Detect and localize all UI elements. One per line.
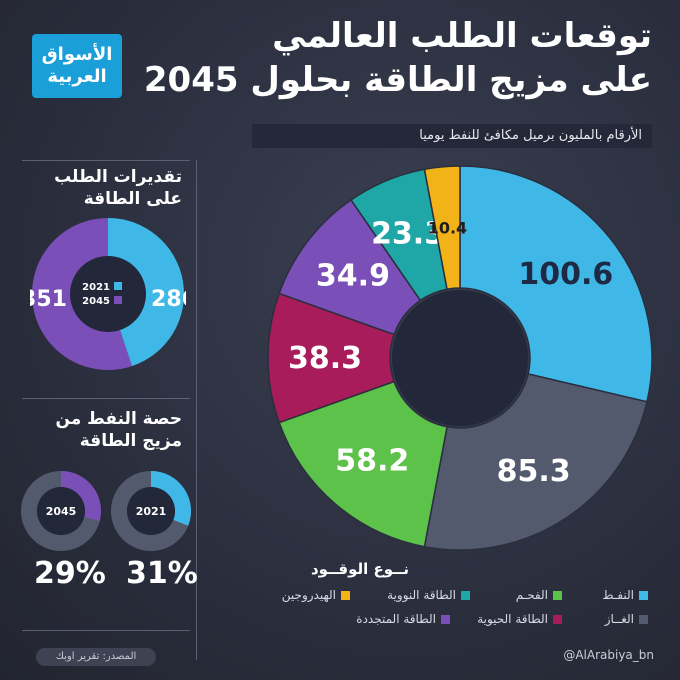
demand-value-2021: 286 (151, 287, 186, 312)
slice-6 (423, 165, 461, 291)
oil-share-2021-value: 31% (126, 556, 198, 591)
legend-swatch (553, 614, 562, 624)
units-note: الأرقام بالمليون برميل مكافئ للنفط يوميا (252, 124, 652, 148)
legend-swatch (639, 614, 648, 624)
legend: النفـط الفحـم الطاقة النووية الهيدروجين … (220, 588, 660, 632)
legend-swatch (553, 590, 562, 600)
legend-item-bioenergy: الطاقة الحيوية (477, 612, 562, 626)
legend-item-gas: الغــاز (605, 612, 648, 626)
legend-swatch (461, 590, 470, 600)
divider-top (22, 160, 190, 161)
slice-label-3: 38.3 (288, 341, 362, 376)
oil-share-hole (37, 487, 85, 535)
oil-share-year-label: 2021 (136, 505, 167, 518)
legend-label: الطاقة المتجددة (356, 612, 436, 626)
legend-swatch (441, 614, 450, 624)
oil-share-2045-value: 29% (34, 556, 106, 591)
main-title: توقعات الطلب العالمي على مزيج الطاقة بحل… (132, 14, 652, 102)
slice-2 (278, 380, 448, 548)
legend-label: الفحـم (515, 588, 548, 602)
social-handle: @AlArabiya_bn (563, 648, 654, 662)
legend-item-renewables: الطاقة المتجددة (356, 612, 450, 626)
legend-item-hydrogen: الهيدروجين (282, 588, 350, 602)
slice-label-1: 85.3 (497, 454, 571, 489)
legend-item-coal: الفحـم (516, 588, 562, 602)
legend-label: الطاقة الحيوية (477, 612, 548, 626)
slice-label-6: 10.4 (428, 219, 467, 238)
divider-middle (22, 398, 190, 399)
slice-label-4: 34.9 (316, 259, 390, 294)
legend-item-nuclear: الطاقة النووية (387, 588, 470, 602)
legend-label: الهيدروجين (281, 588, 336, 602)
oil-share-2021-donut: 2021 (111, 471, 191, 551)
divider-bottom (22, 630, 190, 631)
alarabiya-business-logo: الأسواق العربية (32, 34, 122, 98)
legend-label: الغــاز (604, 612, 634, 626)
slice-label-5: 23.3 (371, 216, 445, 251)
fuel-mix-donut-chart: 100.6 85.3 58.2 38.3 34.9 23.310.4 (267, 165, 653, 551)
demand-legend-year-1: 2045 (82, 296, 110, 307)
demand-legend-swatch-0 (114, 282, 122, 290)
title-line-2: على مزيج الطاقة بحلول 2045 (143, 60, 652, 100)
energy-demand-donut-chart: 286 351 2021 2045 (30, 218, 186, 370)
demand-donut-hole (70, 256, 146, 332)
legend-label: الطاقة النووية (387, 588, 456, 602)
legend-swatch (639, 590, 648, 600)
demand-slice-0 (108, 218, 185, 367)
oil-share-year-label: 2045 (46, 505, 77, 518)
demand-estimates-title: تقديرات الطلب على الطاقة (54, 167, 182, 209)
legend-title: نــوع الوقــود (310, 560, 410, 578)
vertical-divider (196, 160, 197, 660)
legend-swatch (341, 590, 350, 600)
slice-0 (459, 165, 653, 403)
oil-share-arc (61, 471, 101, 521)
legend-label: النفـط (602, 588, 634, 602)
demand-legend-year-0: 2021 (82, 282, 110, 293)
demand-legend-swatch-1 (114, 296, 122, 304)
oil-share-arc (151, 471, 191, 526)
demand-slice-1 (32, 218, 132, 370)
oil-share-hole (127, 487, 175, 535)
slice-3 (267, 292, 396, 424)
slice-label-2: 58.2 (335, 444, 409, 479)
source-note: المصدر: تقرير اوبك (36, 648, 156, 666)
slice-label-0: 100.6 (518, 257, 613, 292)
oil-share-2045-donut: 2045 (21, 471, 102, 551)
demand-value-2045: 351 (30, 287, 67, 312)
oil-share-title: حصة النفط من مزيج الطاقة (55, 409, 182, 451)
slice-1 (423, 373, 648, 551)
donut-hole (392, 290, 528, 426)
legend-item-oil: النفـط (602, 588, 648, 602)
title-line-1: توقعات الطلب العالمي (272, 16, 652, 56)
